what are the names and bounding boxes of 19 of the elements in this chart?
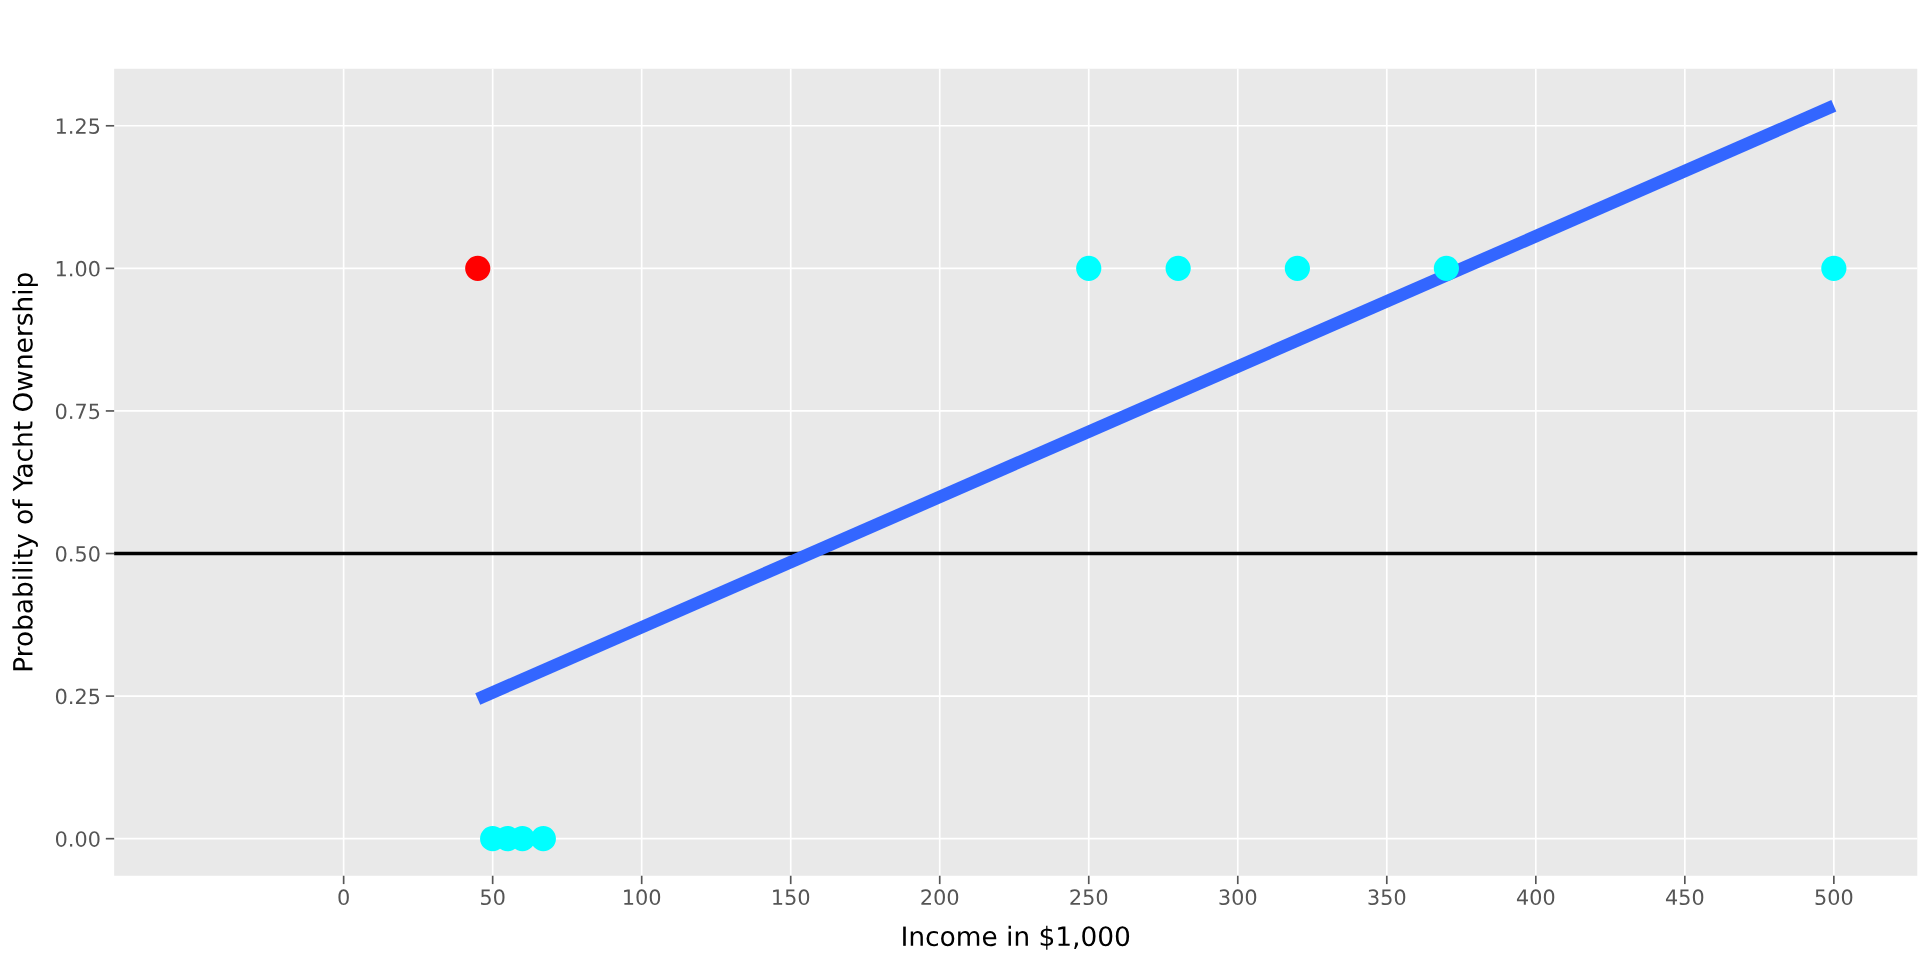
x-tick-label: 0 — [338, 889, 349, 906]
x-tick-label: 500 — [1815, 889, 1853, 906]
x-tick-label: 50 — [481, 889, 505, 906]
x-tick-label: 400 — [1516, 889, 1555, 906]
x-tick-label: 250 — [1070, 889, 1108, 906]
x-tick-label: 200 — [921, 889, 959, 906]
y-tick-label: 0.50 — [55, 545, 100, 562]
x-tick-label: 450 — [1665, 889, 1704, 906]
x-tick-label: 300 — [1219, 889, 1257, 906]
y-tick-label: 1.25 — [56, 118, 100, 134]
y-axis-title: Probability of Yacht Ownership — [12, 273, 38, 671]
x-tick-label: 100 — [624, 889, 661, 906]
y-tick-label: 0.75 — [55, 403, 100, 420]
x-axis-title: Income in $1,000 — [903, 925, 1130, 950]
x-tick-label: 150 — [773, 889, 810, 906]
y-tick-label: 0.25 — [55, 688, 100, 705]
y-tick-label: 1.00 — [56, 260, 100, 277]
x-tick-label: 350 — [1368, 889, 1406, 906]
y-tick-label: 0.00 — [55, 831, 100, 847]
